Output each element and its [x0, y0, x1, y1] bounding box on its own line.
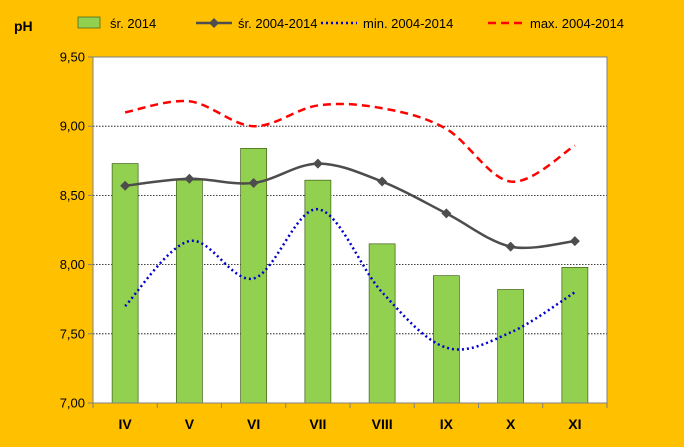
y-tick-label: 7,00 — [60, 396, 85, 411]
bar-sr-2014 — [433, 275, 460, 404]
bar-sr-2014 — [176, 179, 203, 404]
bar-sr-2014 — [240, 147, 267, 404]
plot-area — [93, 57, 607, 403]
legend-label: śr. 2014 — [110, 16, 156, 31]
line-max-2004-2014 — [124, 99, 576, 183]
y-axis-title: pH — [14, 18, 33, 34]
legend-label: śr. 2004-2014 — [238, 16, 318, 31]
marker-sr-2004-2014 — [505, 241, 516, 252]
legend-label: min. 2004-2014 — [363, 16, 453, 31]
x-tick-label: IX — [440, 416, 454, 432]
marker-sr-2004-2014 — [569, 236, 580, 247]
x-tick-label: XI — [568, 416, 581, 432]
marker-sr-2004-2014 — [441, 208, 452, 219]
x-tick-label: V — [185, 416, 195, 432]
y-tick-label: 9,00 — [60, 119, 85, 134]
legend: śr. 2014 śr. 2004-2014 min. 2004-2014 max. … — [77, 16, 624, 31]
y-tick-label: 8,50 — [60, 188, 85, 203]
legend-label: max. 2004-2014 — [530, 16, 624, 31]
line-min-2004-2014 — [124, 207, 576, 351]
marker-sr-2004-2014 — [248, 177, 259, 188]
marker-sr-2004-2014 — [312, 158, 323, 169]
x-tick-label: VI — [247, 416, 260, 432]
marker-sr-2004-2014 — [377, 176, 388, 187]
bar-sr-2014 — [111, 163, 139, 404]
bar-sr-2014 — [368, 243, 396, 404]
bar-sr-2014 — [561, 267, 589, 404]
legend-swatch-marker — [209, 18, 219, 28]
line-sr-2004-2014 — [124, 162, 576, 250]
line-series — [124, 99, 576, 351]
bar-series — [111, 147, 589, 404]
y-tick-label: 9,50 — [60, 50, 85, 65]
x-axis-ticks: IV V VI VII VIII IX X XI — [92, 403, 608, 432]
y-tick-label: 8,00 — [60, 257, 85, 272]
bar-sr-2014 — [497, 289, 524, 404]
x-tick-label: VII — [309, 416, 326, 432]
bar-sr-2014 — [304, 179, 332, 404]
x-tick-label: VIII — [372, 416, 393, 432]
legend-swatch-bar — [77, 16, 101, 29]
series-markers — [120, 158, 580, 252]
marker-sr-2004-2014 — [184, 173, 195, 184]
marker-sr-2004-2014 — [120, 180, 131, 191]
x-tick-label: X — [506, 416, 516, 432]
y-axis-ticks: 7,00 7,50 8,00 8,50 9,00 9,50 — [60, 50, 93, 411]
x-tick-label: IV — [119, 416, 133, 432]
y-tick-label: 7,50 — [60, 326, 85, 341]
